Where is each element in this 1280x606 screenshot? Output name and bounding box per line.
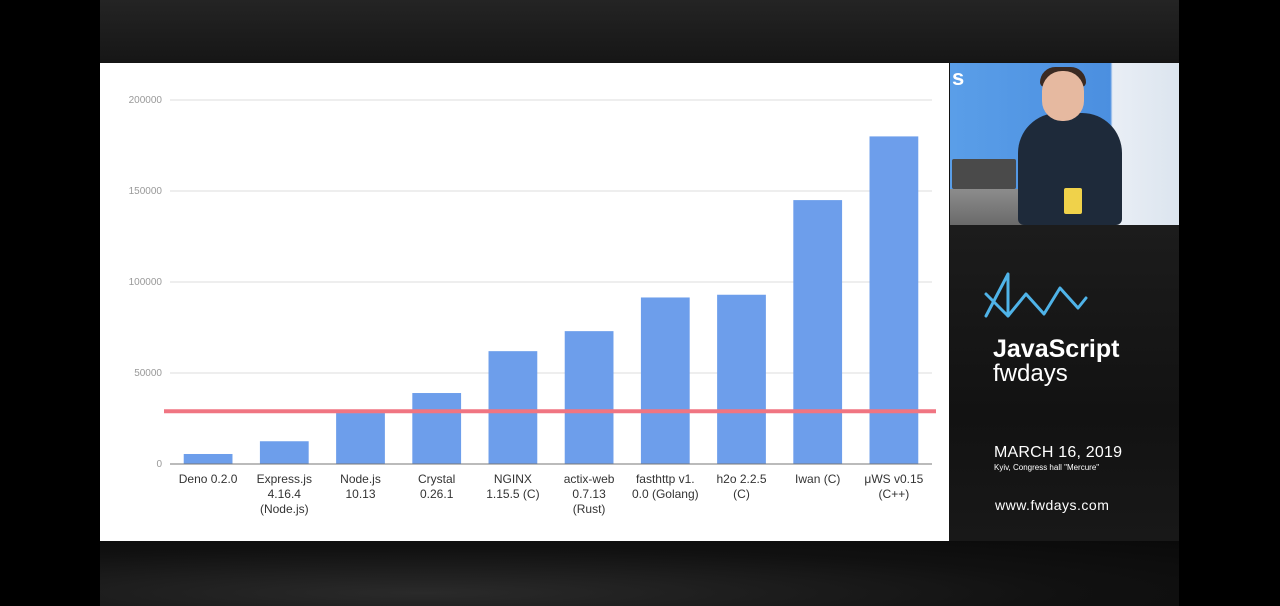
conference-title: JavaScript [993, 335, 1120, 363]
speaker-camera-feed: s [950, 63, 1179, 225]
x-category-label-line: 1.15.5 (C) [486, 487, 539, 501]
x-category-label-line: fasthttp v1. [636, 472, 695, 486]
event-sidebar [950, 225, 1179, 541]
bar [640, 297, 690, 464]
x-category-label-line: μWS v0.15 [864, 472, 923, 486]
x-category-label-line: (Rust) [573, 502, 606, 516]
x-category-label-line: 0.7.13 [572, 487, 606, 501]
y-tick-label: 150000 [129, 186, 163, 197]
x-category-label-line: (C) [733, 487, 750, 501]
fwdays-wave-icon [984, 272, 1088, 318]
x-category-label: actix-web 0.7.13 (Rust) [564, 472, 615, 516]
x-category-label-line: h2o 2.2.5 [716, 472, 766, 486]
x-category-label: h2o 2.2.5 (C) [716, 472, 766, 501]
speaker-head [1042, 71, 1084, 121]
presentation-slide: 0 50000 100000 150000 200000 Deno 0.2.0 Expres… [100, 63, 949, 541]
y-tick-label: 50000 [134, 368, 162, 379]
x-category-label-line: 4.16.4 [268, 487, 302, 501]
x-category-label: Deno 0.2.0 [179, 472, 238, 486]
x-category-label: NGINX 1.15.5 (C) [486, 472, 539, 501]
x-category-label-line: Crystal [418, 472, 455, 486]
bar [564, 331, 614, 464]
bar [717, 294, 766, 464]
speaker-badge [1064, 188, 1082, 214]
bar [488, 351, 538, 464]
x-category-label: μWS v0.15 (C++) [864, 472, 923, 501]
x-category-label-line: NGINX [494, 472, 532, 486]
x-category-label-line: 0.26.1 [420, 487, 454, 501]
x-category-label: Node.js 10.13 [340, 472, 381, 501]
x-category-label: Crystal 0.26.1 [418, 472, 455, 501]
event-venue: Kyiv, Congress hall "Mercure" [994, 463, 1100, 472]
bar [259, 441, 309, 464]
event-date: MARCH 16, 2019 [994, 444, 1123, 461]
bar [793, 200, 843, 464]
x-category-label-line: actix-web [564, 472, 615, 486]
conference-subtitle: fwdays [993, 360, 1068, 387]
bar [412, 393, 462, 464]
x-category-label-line: 10.13 [345, 487, 375, 501]
y-tick-label: 0 [156, 459, 162, 470]
audience-background [100, 541, 1179, 606]
x-category-label-line: Express.js [257, 472, 312, 486]
bar [869, 136, 919, 464]
x-category-label-line: Iwan (C) [795, 472, 840, 486]
x-category-label-line: Node.js [340, 472, 381, 486]
x-category-label-line: (Node.js) [260, 502, 309, 516]
x-category-label: fasthttp v1. 0.0 (Golang) [632, 472, 699, 501]
x-category-label-line: 0.0 (Golang) [632, 487, 699, 501]
x-category-label: Iwan (C) [795, 472, 840, 486]
bar-chart: 0 50000 100000 150000 200000 Deno 0.2.0 Expres… [129, 95, 936, 516]
bar [183, 453, 233, 464]
x-category-label-line: (C++) [879, 487, 910, 501]
stage-background-top [100, 0, 1179, 62]
laptop [952, 159, 1016, 189]
event-url: www.fwdays.com [995, 497, 1110, 513]
y-tick-label: 200000 [129, 95, 163, 106]
backdrop-letter: s [952, 65, 965, 90]
bar [336, 413, 385, 464]
x-category-label-line: Deno 0.2.0 [179, 472, 238, 486]
x-category-label: Express.js 4.16.4 (Node.js) [257, 472, 312, 516]
y-tick-label: 100000 [129, 277, 163, 288]
